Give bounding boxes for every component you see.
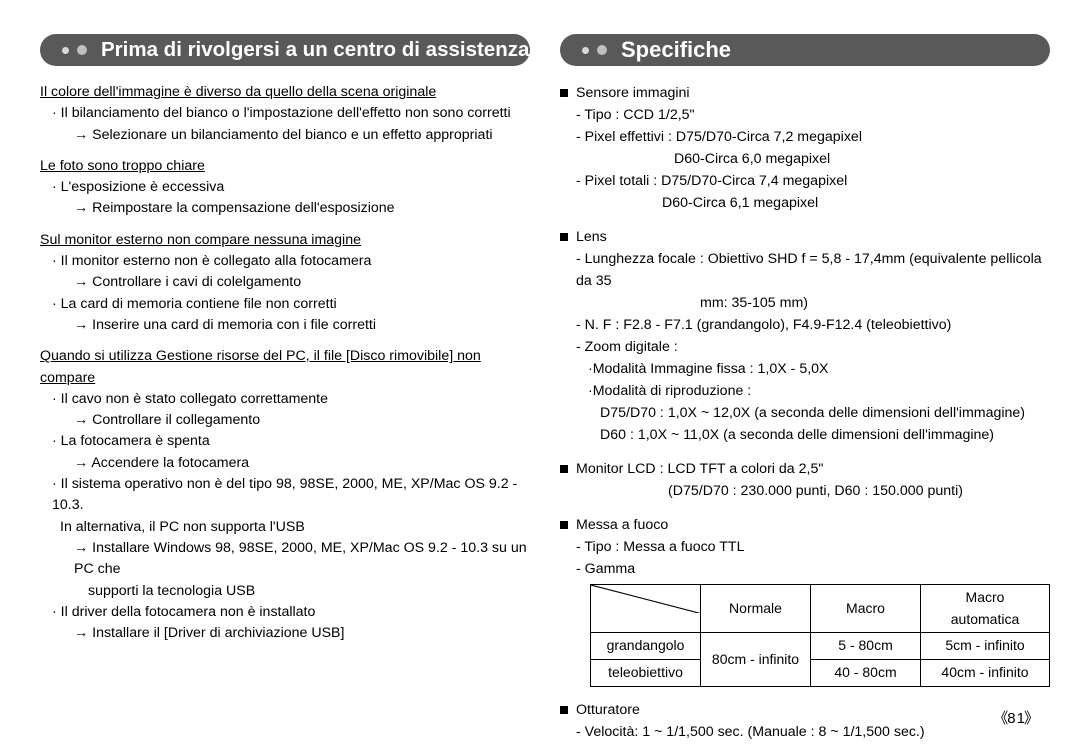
specs-body: Sensore immagini - Tipo : CCD 1/2,5" - P… <box>560 82 1050 743</box>
table-row-label: teleobiettivo <box>591 660 701 687</box>
table-cell: 5cm - infinito <box>921 633 1050 660</box>
spec-heading: Messa a fuoco <box>576 514 668 536</box>
cause: · Il cavo non è stato collegato corretta… <box>40 389 530 410</box>
bullet-icon <box>560 89 568 97</box>
spec-line: mm: 35-105 mm) <box>560 292 1050 314</box>
spec-heading: Lens <box>576 226 607 248</box>
focus-range-table: Normale Macro Macro automatica grandango… <box>590 584 1050 687</box>
spec-heading: Sensore immagini <box>576 82 690 104</box>
cause: In alternativa, il PC non supporta l'USB <box>40 517 530 538</box>
spec-line: D60 : 1,0X ~ 11,0X (a seconda delle dime… <box>560 424 1050 446</box>
spec-line: - N. F : F2.8 - F7.1 (grandangolo), F4.9… <box>560 314 1050 336</box>
spec-line: (D75/D70 : 230.000 punti, D60 : 150.000 … <box>560 480 1050 502</box>
table-corner <box>591 585 701 633</box>
spec-heading: Otturatore <box>576 699 640 721</box>
troubleshooting-column: Prima di rivolgersi a un centro di assis… <box>40 34 530 755</box>
cause: · La card di memoria contiene file non c… <box>40 294 530 315</box>
header-dot-icon <box>597 45 607 55</box>
right-header: Specifiche <box>560 34 1050 66</box>
spec-line: ·Modalità Immagine fissa : 1,0X - 5,0X <box>560 358 1050 380</box>
spec-line: - Velocità: 1 ~ 1/1,500 sec. (Manuale : … <box>560 721 1050 743</box>
spec-line: - Zoom digitale : <box>560 336 1050 358</box>
action: → Inserire una card di memoria con i fil… <box>40 315 530 336</box>
bullet-icon <box>560 521 568 529</box>
action: → Installare Windows 98, 98SE, 2000, ME,… <box>40 538 530 581</box>
spec-heading: Monitor LCD : LCD TFT a colori da 2,5" <box>576 458 823 480</box>
header-dot-icon <box>62 47 69 54</box>
action: → Installare il [Driver di archiviazione… <box>40 623 530 644</box>
spec-line: - Gamma <box>560 558 1050 580</box>
table-cell: 40cm - infinito <box>921 660 1050 687</box>
spec-line: - Tipo : CCD 1/2,5" <box>560 104 1050 126</box>
issue-title: Il colore dell'immagine è diverso da que… <box>40 82 530 103</box>
action: → Selezionare un bilanciamento del bianc… <box>40 125 530 146</box>
spec-line: - Pixel effettivi : D75/D70-Circa 7,2 me… <box>560 126 1050 148</box>
action: → Reimpostare la compensazione dell'espo… <box>40 198 530 219</box>
spec-line: ·Modalità di riproduzione : <box>560 380 1050 402</box>
table-row-label: grandangolo <box>591 633 701 660</box>
table-header: Macro <box>811 585 921 633</box>
bullet-icon <box>560 465 568 473</box>
table-cell: 40 - 80cm <box>811 660 921 687</box>
cause: · Il bilanciamento del bianco o l'impost… <box>40 103 530 124</box>
spec-line: - Tipo : Messa a fuoco TTL <box>560 536 1050 558</box>
spec-line: - Lunghezza focale : Obiettivo SHD f = 5… <box>560 248 1050 292</box>
action: supporti la tecnologia USB <box>40 581 530 602</box>
bullet-icon <box>560 233 568 241</box>
cause: · Il driver della fotocamera non è insta… <box>40 602 530 623</box>
action: → Accendere la fotocamera <box>40 453 530 474</box>
action: → Controllare i cavi di colelgamento <box>40 272 530 293</box>
spec-line: D60-Circa 6,1 megapixel <box>560 192 1050 214</box>
left-header: Prima di rivolgersi a un centro di assis… <box>40 34 530 66</box>
left-title: Prima di rivolgersi a un centro di assis… <box>101 38 529 62</box>
cause: · Il monitor esterno non è collegato all… <box>40 251 530 272</box>
specs-column: Specifiche Sensore immagini - Tipo : CCD… <box>560 34 1050 755</box>
action: → Controllare il collegamento <box>40 410 530 431</box>
cause: · La fotocamera è spenta <box>40 431 530 452</box>
table-cell: 80cm - infinito <box>701 633 811 686</box>
cause: · Il sistema operativo non è del tipo 98… <box>40 474 530 517</box>
spec-line: - Pixel totali : D75/D70-Circa 7,4 megap… <box>560 170 1050 192</box>
issue-title: Sul monitor esterno non compare nessuna … <box>40 230 530 251</box>
header-dot-icon <box>77 45 87 55</box>
spec-line: D60-Circa 6,0 megapixel <box>560 148 1050 170</box>
header-dot-icon <box>582 47 589 54</box>
right-title: Specifiche <box>621 37 731 63</box>
table-header: Macro automatica <box>921 585 1050 633</box>
table-header: Normale <box>701 585 811 633</box>
troubleshoot-body: Il colore dell'immagine è diverso da que… <box>40 82 530 644</box>
page-number: 81 <box>993 707 1040 728</box>
issue-title: Le foto sono troppo chiare <box>40 156 530 177</box>
spec-line: D75/D70 : 1,0X ~ 12,0X (a seconda delle … <box>560 402 1050 424</box>
cause: · L'esposizione è eccessiva <box>40 177 530 198</box>
issue-title: Quando si utilizza Gestione risorse del … <box>40 346 530 389</box>
table-cell: 5 - 80cm <box>811 633 921 660</box>
bullet-icon <box>560 706 568 714</box>
